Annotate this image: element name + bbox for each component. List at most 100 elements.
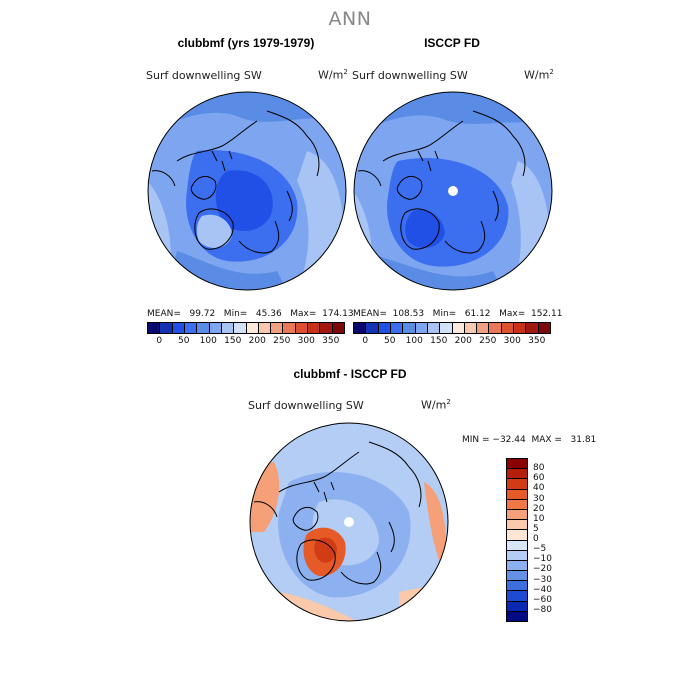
colorbar-diff-swatch — [507, 611, 527, 621]
colorbar-diff-swatch — [507, 571, 527, 582]
colorbar-diff-tick-label: −60 — [533, 594, 552, 605]
colorbar-diff-swatch — [507, 530, 527, 541]
colorbar-model-tick-label: 350 — [322, 336, 340, 346]
colorbar-obs-swatch — [415, 323, 428, 333]
colorbar-diff-tick-label: −30 — [533, 574, 552, 585]
panel-title-obs: ISCCP FD — [424, 36, 480, 50]
panel-title-model: clubbmf (yrs 1979-1979) — [177, 36, 315, 50]
colorbar-obs-tick-label: 200 — [454, 336, 472, 346]
colorbar-obs-tick-label: 100 — [405, 336, 423, 346]
colorbar-obs-tick-label: 300 — [503, 336, 521, 346]
colorbar-diff-swatch — [507, 479, 527, 490]
colorbar-model-tick-label: 300 — [297, 336, 315, 346]
colorbar-model-swatch — [160, 323, 173, 333]
colorbar-obs-tick-label: 350 — [528, 336, 546, 346]
colorbar-obs-swatch — [501, 323, 515, 333]
colorbar-obs-tick-label: 0 — [362, 336, 369, 346]
colorbar-obs-swatch — [378, 323, 391, 333]
stats-model: MEAN= 99.72 Min= 45.36 Max= 174.13 — [147, 309, 354, 319]
colorbar-diff-swatch — [507, 499, 527, 510]
colorbar-obs-tick-label: 150 — [430, 336, 448, 346]
colorbar-model-swatch — [234, 323, 247, 333]
colorbar-obs-swatch — [514, 323, 527, 333]
colorbar-diff-swatch — [507, 509, 527, 521]
colorbar-model-swatch — [271, 323, 284, 333]
units-label-model: W/m2 — [318, 68, 348, 82]
colorbar-diff-swatch — [507, 520, 527, 531]
colorbar-obs-swatch — [464, 323, 478, 333]
colorbar-model-tick-label: 200 — [248, 336, 266, 346]
colorbar-obs-tick-label: 250 — [479, 336, 497, 346]
colorbar-model-tick-label: 50 — [178, 336, 190, 346]
colorbar-diff-tick-label: −80 — [533, 604, 552, 615]
colorbar-model-swatch — [246, 323, 259, 333]
colorbar-obs-swatch — [452, 323, 465, 333]
colorbar-model-swatch — [332, 323, 344, 333]
colorbar-diff-swatch — [507, 540, 527, 551]
colorbar-obs-swatch — [403, 323, 416, 333]
stats-diff: MIN = −32.44 MAX = 31.81 — [462, 435, 597, 445]
colorbar-diff-tick-label: −40 — [533, 584, 552, 595]
stats-obs: MEAN= 108.53 Min= 61.12 Max= 152.11 — [353, 309, 563, 319]
colorbar-model-swatch — [308, 323, 321, 333]
units-label-obs: W/m2 — [524, 68, 554, 82]
colorbar-diff-swatch — [507, 591, 527, 602]
colorbar-diff-tick-label: −20 — [533, 564, 552, 575]
polar-map-diff — [249, 422, 449, 622]
colorbar-obs-swatch — [390, 323, 404, 333]
colorbar-model-swatch — [221, 323, 235, 333]
colorbar-diff-swatch — [507, 459, 527, 470]
colorbar-diff-tick-label: 60 — [533, 473, 545, 484]
colorbar-diff-tick-label: −10 — [533, 554, 552, 565]
colorbar-model-tick-label: 0 — [156, 336, 163, 346]
colorbar-diff-tick-label: 30 — [533, 493, 545, 504]
main-title: ANN — [328, 8, 372, 30]
colorbar-model-swatch — [320, 323, 333, 333]
colorbar-diff-tick-label: 0 — [533, 534, 539, 544]
colorbar-model — [147, 322, 345, 334]
colorbar-obs-swatch — [440, 323, 453, 333]
colorbar-model-swatch — [148, 323, 161, 333]
variable-label-diff: Surf downwelling SW — [248, 399, 364, 412]
colorbar-model-tick-label: 100 — [199, 336, 217, 346]
variable-label-model: Surf downwelling SW — [146, 69, 262, 82]
colorbar-diff-swatch — [507, 489, 527, 500]
colorbar-model-swatch — [258, 323, 272, 333]
colorbar-diff-tick-label: 80 — [533, 463, 545, 474]
variable-label-obs: Surf downwelling SW — [352, 69, 468, 82]
colorbar-diff-swatch — [507, 560, 527, 572]
colorbar-diff-swatch — [507, 581, 527, 592]
colorbar-model-swatch — [197, 323, 210, 333]
colorbar-obs-swatch — [366, 323, 379, 333]
colorbar-model-swatch — [172, 323, 185, 333]
colorbar-obs — [353, 322, 551, 334]
colorbar-obs-swatch — [489, 323, 502, 333]
colorbar-diff — [506, 458, 528, 622]
panel-title-diff: clubbmf - ISCCP FD — [293, 367, 407, 381]
colorbar-obs-swatch — [427, 323, 441, 333]
colorbar-obs-swatch — [354, 323, 367, 333]
colorbar-model-swatch — [184, 323, 198, 333]
colorbar-diff-tick-label: −5 — [533, 544, 547, 555]
colorbar-diff-swatch — [507, 550, 527, 561]
colorbar-model-swatch — [295, 323, 309, 333]
colorbar-model-tick-label: 250 — [273, 336, 291, 346]
polar-map-obs — [353, 91, 553, 291]
colorbar-obs-swatch — [538, 323, 550, 333]
colorbar-ticks-model: 0 50 100 150 200 250 300 350 — [147, 336, 343, 348]
colorbar-model-tick-label: 150 — [224, 336, 242, 346]
colorbar-diff-tick-label: 5 — [533, 523, 539, 534]
colorbar-diff-swatch — [507, 601, 527, 612]
colorbar-model-swatch — [283, 323, 296, 333]
colorbar-obs-tick-label: 50 — [384, 336, 396, 346]
colorbar-diff-swatch — [507, 469, 527, 480]
colorbar-diff-tick-label: 10 — [533, 513, 545, 524]
colorbar-ticks-diff: 80 60 40 30 20 10 5 0 −5 −10 −20 −30 −40 −60 −80 — [533, 458, 573, 620]
colorbar-diff-tick-label: 20 — [533, 503, 545, 514]
polar-map-model — [147, 91, 347, 291]
colorbar-model-swatch — [209, 323, 222, 333]
colorbar-diff-tick-label: 40 — [533, 483, 545, 494]
colorbar-obs-swatch — [526, 323, 539, 333]
colorbar-obs-swatch — [477, 323, 490, 333]
colorbar-ticks-obs: 0 50 100 150 200 250 300 350 — [353, 336, 549, 348]
